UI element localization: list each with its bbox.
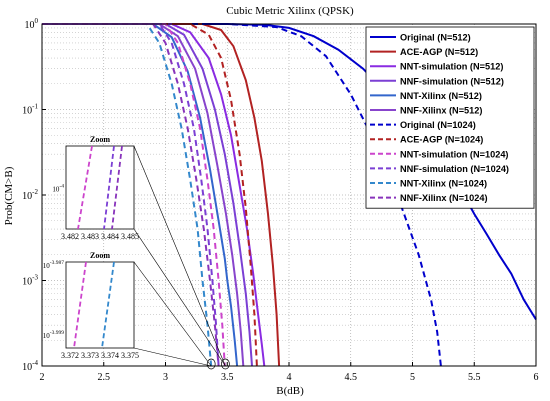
legend-entry: NNF-simulation (N=1024) (400, 164, 509, 174)
y-axis-label: Prob(CM>B) (3, 166, 15, 225)
inset-series-line (77, 145, 93, 230)
series-line-9 (42, 23, 226, 367)
inset-x-tick-label: 3.374 (101, 351, 119, 360)
inset-series-line (111, 145, 123, 230)
x-axis-label: B(dB) (276, 385, 304, 397)
inset-frame (65, 145, 135, 230)
inset-connector (133, 261, 212, 367)
y-tick-label: 100 (25, 17, 39, 31)
legend-entry: NNF-Xilinx (N=1024) (400, 193, 488, 203)
inset-y-tick-label: 10-3.987 (43, 260, 64, 270)
x-tick-label: 4 (287, 372, 292, 383)
x-axis-ticks: 2 2.5 3 3.5 4 4.5 5 5.5 6 (40, 362, 539, 383)
inset-x-tick-label: 3.375 (121, 351, 139, 360)
inset-connector (133, 145, 226, 367)
x-tick-label: 2.5 (98, 372, 111, 383)
x-tick-label: 3.5 (221, 372, 234, 383)
x-tick-label: 3 (163, 372, 168, 383)
y-tick-label: 10-2 (22, 188, 38, 202)
legend-entry: NNT-simulation (N=1024) (400, 149, 509, 159)
y-axis-ticks: 100 10-1 10-2 10-3 10-4 (22, 17, 46, 373)
inset-x-tick-label: 3.483 (81, 232, 99, 241)
legend-entry: ACE-AGP (N=1024) (400, 135, 483, 145)
inset-series-line (103, 145, 115, 230)
legend-entry: NNT-simulation (N=512) (400, 62, 503, 72)
series-line-2 (42, 23, 281, 367)
y-tick-label: 10-3 (22, 274, 38, 288)
legend-entry: Original (N=512) (400, 33, 471, 43)
series-line-10 (42, 23, 220, 367)
legend-box (365, 26, 535, 209)
zoom-region-marker (221, 358, 230, 370)
legend-entry: NNF-simulation (N=512) (400, 76, 504, 86)
inset-y-tick-label: 10-4 (52, 184, 64, 194)
chart-title: Cubic Metric Xilinx (QPSK) (226, 5, 354, 17)
inset-x-tick-label: 3.485 (121, 232, 139, 241)
x-tick-label: 5 (410, 372, 415, 383)
series-line-12 (42, 23, 220, 367)
legend: Original (N=512) ACE-AGP (N=512) NNT-simul… (365, 26, 535, 209)
inset-x-tick-label: 3.372 (61, 351, 79, 360)
series-line-11 (42, 23, 213, 367)
inset-x-tick-label: 3.373 (81, 351, 99, 360)
legend-entry: NNT-Xilinx (N=1024) (400, 179, 487, 189)
inset-x-tick-label: 3.484 (101, 232, 119, 241)
inset-series-line (101, 261, 115, 349)
series-line-3 (42, 23, 266, 367)
series-line-7 (42, 23, 442, 367)
legend-entry: NNT-Xilinx (N=512) (400, 91, 482, 101)
zoom-inset-1: Zoom 3.482 3.483 3.484 3.485 10-4 (52, 135, 230, 370)
inset-y-tick-label: 10-3.999 (43, 330, 64, 340)
inset-series-line (73, 261, 87, 349)
legend-entry: Original (N=1024) (400, 120, 476, 130)
inset-title: Zoom (90, 135, 110, 144)
y-tick-label: 10-1 (22, 103, 38, 117)
inset-connector (133, 347, 212, 367)
inset-frame (65, 261, 135, 349)
inset-title: Zoom (90, 251, 110, 260)
x-tick-label: 5.5 (468, 372, 481, 383)
y-tick-label: 10-4 (22, 359, 38, 373)
legend-entry: NNF-Xilinx (N=512) (400, 106, 482, 116)
zoom-region-marker (206, 358, 216, 370)
x-tick-label: 4.5 (345, 372, 358, 383)
series-line-8 (42, 23, 258, 367)
legend-entry: ACE-AGP (N=512) (400, 47, 478, 57)
x-tick-label: 2 (40, 372, 45, 383)
series-line-5 (42, 23, 239, 367)
zoom-inset-2: Zoom 3.372 3.373 3.374 3.375 10-3.987 10-3.999 (43, 251, 216, 370)
inset-x-tick-label: 3.482 (61, 232, 79, 241)
inset-connector (133, 228, 226, 367)
series-line-4 (42, 23, 253, 367)
x-tick-label: 6 (534, 372, 539, 383)
